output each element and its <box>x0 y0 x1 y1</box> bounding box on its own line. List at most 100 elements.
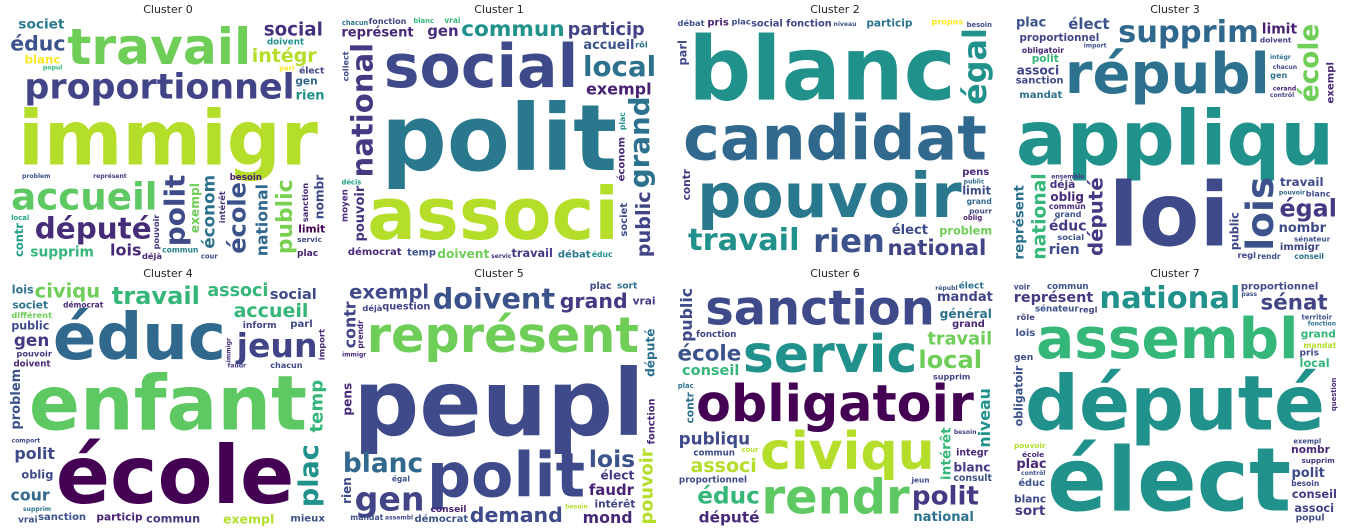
word-immigr: immigr <box>18 95 318 183</box>
word-niveau: niveau <box>975 388 994 448</box>
word-contr: contr <box>12 223 26 257</box>
word-pouvoir: pouvoir <box>637 448 657 524</box>
word-pouvoir: pouvoir <box>697 160 962 232</box>
word-exempl: exempl <box>188 183 202 233</box>
word-sanction: sanction <box>1016 76 1064 87</box>
cluster-panel-4: Cluster 4 enfant école éduc jeun travail accu… <box>7 264 329 528</box>
word-control: contrôl <box>1021 469 1045 477</box>
word-depute: député <box>1085 177 1108 256</box>
word-elect: élect <box>1068 16 1109 33</box>
word-civiqu: civiqu <box>35 281 100 303</box>
word-ecole: école <box>223 182 251 254</box>
word-sanction: sanction <box>38 512 86 523</box>
word-democrat: démocrat <box>63 301 104 310</box>
word-contr: contr <box>340 301 359 348</box>
word-import: import <box>317 329 327 360</box>
word-democrat: démocrat <box>348 246 402 258</box>
word-public: public <box>273 180 298 255</box>
word-territoir: territoir <box>1302 314 1333 322</box>
word-polit: polit <box>1032 53 1059 65</box>
word-pouvoir: pouvoir <box>16 349 52 359</box>
word-pris: pris <box>1300 349 1320 359</box>
word-supprim: supprim <box>1302 456 1335 465</box>
word-question: question <box>1330 378 1338 412</box>
word-import: import <box>1084 42 1107 49</box>
word-plac: plac <box>1016 457 1046 472</box>
word-enfant: enfant <box>29 360 307 448</box>
cluster-title: Cluster 4 <box>143 267 193 280</box>
word-oblig: oblig <box>1050 190 1084 204</box>
word-gen: gen <box>295 76 317 88</box>
word-econom: économ <box>199 175 219 249</box>
word-ecole: école <box>56 429 295 522</box>
word-assembl: assembl <box>385 514 413 521</box>
wordcloud-background <box>340 16 658 261</box>
word-faudr: faudr <box>228 362 246 369</box>
word-pris: pris <box>707 18 729 29</box>
word-moyen: moyen <box>341 189 351 222</box>
word-regl: regl <box>1237 250 1256 260</box>
cluster-panel-2: Cluster 2 candidat blanc pouvoir rien travai… <box>674 0 996 262</box>
word-gen: gen <box>14 330 49 350</box>
word-elect: élect <box>1047 428 1291 526</box>
word-deja: déjà <box>362 303 382 313</box>
word-servic: servic <box>297 235 322 244</box>
word-contr: contr <box>681 168 693 200</box>
cluster-title: Cluster 7 <box>1150 267 1200 280</box>
word-cour: cour <box>10 486 49 505</box>
word-limit: limit <box>962 185 991 198</box>
word-candidat: candidat <box>683 103 987 175</box>
word-rol: rôl <box>635 39 648 49</box>
word-rien: rien <box>340 477 354 504</box>
word-oblig: oblig <box>21 468 53 482</box>
word-travail: travail <box>112 282 200 310</box>
word-grand: grand <box>560 289 628 313</box>
word-prendr: prendr <box>356 320 365 349</box>
word-proportionnel: proportionnel <box>679 475 747 485</box>
word-blanc: blanc <box>1306 189 1331 199</box>
word-rien: rien <box>813 222 885 260</box>
word-supprim: supprim <box>933 371 970 381</box>
word-integr: intégr <box>1270 53 1291 61</box>
word-societ: societ <box>12 300 48 312</box>
word-parl: parl <box>676 40 689 65</box>
word-doivent: doivent <box>437 247 489 261</box>
word-elect: élect <box>959 281 985 292</box>
word-national: national <box>887 236 986 261</box>
wordcloud-background <box>9 16 327 261</box>
cluster-title: Cluster 1 <box>474 3 524 16</box>
word-besoin: besoin <box>1291 479 1319 488</box>
word-senateur: sénateur <box>1035 304 1079 315</box>
word-commun: commun <box>461 17 564 42</box>
word-econom: économ <box>615 137 627 181</box>
word-particip: particip <box>96 511 143 523</box>
wordcloud-background <box>9 281 327 526</box>
word-local: local <box>1300 356 1330 370</box>
word-general: général <box>940 307 992 321</box>
word-vrai: vrai <box>633 296 656 308</box>
word-public: public <box>11 320 49 333</box>
word-grand: grand <box>1055 209 1082 219</box>
word-cour: cour <box>742 446 760 454</box>
word-represent: représent <box>341 25 413 40</box>
word-grand: grand <box>1301 329 1336 341</box>
word-accueil: accueil <box>583 38 634 53</box>
cluster-panel-7: Cluster 7 député élect assembl national repr… <box>1010 264 1340 528</box>
cluster-panel-1: Cluster 1 polit associ social commun représe… <box>338 0 660 262</box>
word-demand: demand <box>470 503 563 526</box>
cluster-panel-3: Cluster 3 appliqu loi républ lois national su… <box>1010 0 1340 262</box>
word-conseil: conseil <box>1294 252 1324 261</box>
word-plac: plac <box>731 16 750 26</box>
word-mieux: mieux <box>290 514 325 525</box>
word-commun: commun <box>1047 282 1089 292</box>
word-mandat: mandat <box>937 290 993 305</box>
word-conseil: conseil <box>431 505 467 515</box>
word-comport: comport <box>12 438 41 445</box>
word-decis: décis <box>341 179 361 187</box>
word-republ: républ <box>1065 42 1270 107</box>
word-fonction: fonction <box>696 330 736 340</box>
word-conseil: conseil <box>1292 487 1337 501</box>
word-blanc: blanc <box>1014 494 1046 506</box>
word-travail: travail <box>67 17 251 76</box>
